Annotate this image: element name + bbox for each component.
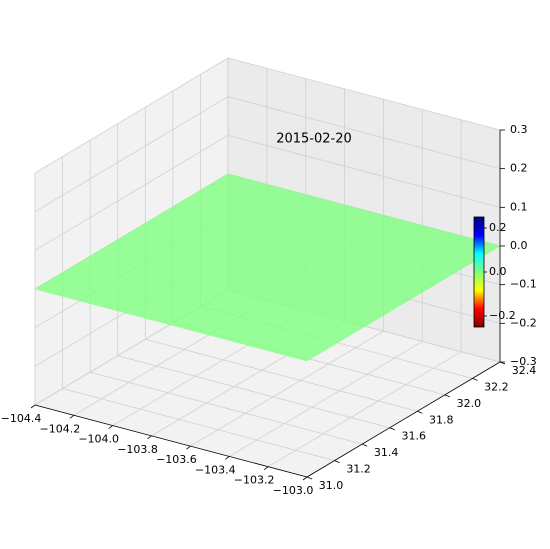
colorbar-tick-label: −0.2 bbox=[489, 309, 516, 322]
labels: −104.4−104.2−104.0−103.8−103.6−103.4−103… bbox=[1, 123, 537, 497]
z-tick-label: 0.2 bbox=[510, 162, 528, 175]
floor-pane bbox=[35, 290, 500, 477]
tick-mark bbox=[263, 466, 269, 471]
tick-mark bbox=[472, 378, 478, 381]
tick-mark bbox=[186, 445, 191, 450]
x-tick-label: −103.8 bbox=[117, 443, 158, 456]
x-tick-label: −103.0 bbox=[273, 484, 314, 497]
grid-line bbox=[227, 57, 501, 131]
colorbar-tick-label: 0.0 bbox=[489, 265, 507, 278]
tick-mark bbox=[389, 427, 395, 431]
y-tick-label: 31.0 bbox=[319, 479, 344, 492]
y-axis-line bbox=[306, 361, 501, 478]
tick-mark bbox=[444, 394, 451, 398]
z-tick-label: −0.1 bbox=[510, 278, 537, 291]
chart-title: 2015-02-20 bbox=[276, 132, 352, 147]
tick-mark bbox=[361, 443, 368, 447]
tick-mark bbox=[30, 404, 36, 409]
tick-mark bbox=[108, 425, 113, 429]
tick-mark bbox=[225, 456, 230, 460]
y-tick-label: 31.6 bbox=[401, 430, 426, 443]
grid-line bbox=[227, 134, 501, 208]
x-tick-label: −104.4 bbox=[1, 412, 42, 425]
tick-mark bbox=[334, 460, 340, 463]
grid-line bbox=[117, 355, 390, 429]
tick-mark bbox=[302, 476, 308, 481]
z-tick-label: 0.3 bbox=[510, 123, 528, 136]
grid-line bbox=[190, 330, 384, 447]
colorbar bbox=[473, 216, 485, 328]
y-tick-label: 32.4 bbox=[512, 364, 537, 377]
tick-mark bbox=[147, 435, 152, 440]
y-tick-label: 31.8 bbox=[429, 413, 454, 426]
grid-line bbox=[34, 96, 229, 213]
grid-line bbox=[145, 338, 418, 412]
tick-mark bbox=[417, 410, 423, 414]
x-tick-label: −103.4 bbox=[195, 463, 236, 476]
grid-line bbox=[34, 134, 229, 251]
grid-line bbox=[90, 371, 363, 445]
x-tick-label: −103.2 bbox=[234, 474, 275, 487]
x-tick-label: −104.0 bbox=[78, 433, 119, 446]
tick-mark bbox=[306, 476, 313, 480]
y-tick-label: 31.4 bbox=[374, 446, 399, 459]
y-tick-label: 32.0 bbox=[457, 397, 482, 410]
colorbar-tick-label: 0.2 bbox=[489, 221, 507, 234]
grid-line bbox=[62, 388, 335, 461]
grid-line bbox=[34, 57, 229, 174]
z-tick-label: 0.0 bbox=[510, 239, 528, 252]
x-tick-label: −103.6 bbox=[156, 453, 197, 466]
y-tick-label: 31.2 bbox=[346, 463, 371, 476]
x-axis-line bbox=[34, 404, 308, 478]
z-tick-label: −0.3 bbox=[510, 355, 537, 368]
z-tick-label: −0.2 bbox=[510, 316, 537, 329]
z-tick-label: 0.1 bbox=[510, 200, 528, 213]
tick-mark bbox=[69, 414, 75, 419]
grid-line bbox=[229, 341, 423, 457]
grid-line bbox=[227, 96, 501, 170]
y-tick-label: 32.2 bbox=[484, 380, 509, 393]
x-tick-label: −104.2 bbox=[39, 422, 80, 435]
grid-line bbox=[267, 351, 462, 468]
